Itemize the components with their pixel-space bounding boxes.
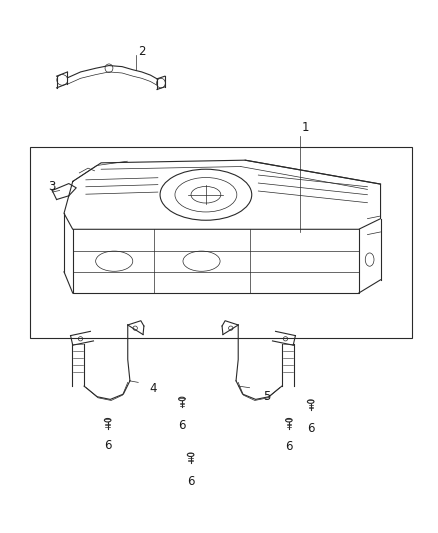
Text: 6: 6 [187,475,194,488]
Text: 3: 3 [48,180,55,193]
Text: 4: 4 [149,382,157,395]
Text: 6: 6 [307,422,314,435]
Text: 6: 6 [285,440,293,454]
Text: 2: 2 [138,45,146,58]
Text: 6: 6 [178,419,186,432]
Bar [30,147,413,338]
Text: 5: 5 [263,390,270,403]
Text: 6: 6 [104,439,111,453]
Text: 1: 1 [302,120,310,134]
